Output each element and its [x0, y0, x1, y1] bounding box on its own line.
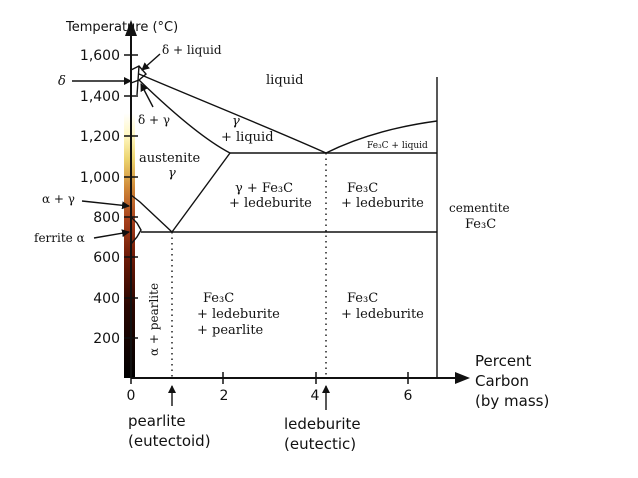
- temperature-color-strip: [124, 90, 135, 378]
- lower-left-ledeburite-label: + ledeburite: [197, 307, 280, 322]
- alpha-pearlite-label: α + pearlite: [147, 283, 161, 356]
- austenite-label: austenite: [139, 151, 200, 166]
- fe3c-upper-label: Fe₃C: [347, 181, 378, 196]
- gamma-fe3c-label: γ + Fe₃C: [235, 181, 293, 196]
- lower-right-ledeburite-label: + ledeburite: [341, 307, 424, 322]
- gamma-liquid-label: γ: [232, 114, 240, 129]
- ledeburite-label: ledeburite: [284, 415, 361, 433]
- fe3c-liquid-label: Fe₃C + liquid: [367, 141, 428, 151]
- y-axis-arrow: [125, 20, 137, 36]
- delta-gamma-pointer-arrow: [140, 83, 154, 108]
- ferrite-alpha-label: ferrite α: [34, 231, 85, 245]
- y-axis-title: Temperature (°C): [65, 20, 178, 35]
- x-axis-title-line: Carbon: [475, 372, 529, 390]
- x-axis-title-line: (by mass): [475, 392, 549, 410]
- x-axis-title-line: Percent: [475, 352, 532, 370]
- y-tick-label: 400: [93, 291, 120, 307]
- cementite-label: cementite: [449, 201, 510, 215]
- x-tick-label: 6: [404, 388, 413, 404]
- y-ticks: [124, 54, 138, 339]
- y-tick-label: 1,000: [80, 170, 120, 186]
- pearlite-label: pearlite: [128, 412, 186, 430]
- y-tick-label: 1,200: [80, 129, 120, 145]
- y-tick-label: 600: [93, 250, 120, 266]
- delta-liquid-label: δ + liquid: [162, 43, 222, 57]
- x-axis-arrow: [455, 372, 470, 384]
- x-tick-label: 2: [220, 388, 229, 404]
- ferrite-pointer-arrow: [93, 229, 130, 239]
- alpha-gamma-pointer-arrow: [81, 200, 130, 210]
- fe3c-lower-left-label: Fe₃C: [203, 291, 234, 306]
- liquid-label: liquid: [266, 73, 304, 88]
- y-tick-label: 1,600: [80, 48, 120, 64]
- x-ticks: [130, 372, 409, 384]
- y-tick-label: 200: [93, 331, 120, 347]
- delta-label: δ: [58, 74, 66, 89]
- austenite-gamma-label: γ: [168, 166, 176, 181]
- alpha-gamma-label: α + γ: [42, 192, 75, 206]
- fe3c-lower-right-label: Fe₃C: [347, 291, 378, 306]
- y-tick-label: 1,400: [80, 89, 120, 105]
- delta-liquid-pointer-arrow: [141, 53, 161, 71]
- gamma-fe3c-ledeburite-label: + ledeburite: [229, 196, 312, 211]
- lower-left-pearlite-label: + pearlite: [197, 323, 264, 338]
- delta-gamma-label: δ + γ: [138, 113, 170, 127]
- gamma-liquid-label: + liquid: [221, 130, 274, 145]
- eutectoid-label: (eutectoid): [128, 432, 211, 450]
- eutectic-label: (eutectic): [284, 435, 356, 453]
- x-tick-label: 4: [311, 388, 320, 404]
- y-tick-label: 800: [93, 210, 120, 226]
- phase-boundaries: [130, 65, 438, 378]
- cementite-fe3c-label: Fe₃C: [465, 217, 496, 232]
- x-tick-label: 0: [127, 388, 136, 404]
- fe3c-ledeburite-upper-label: + ledeburite: [341, 196, 424, 211]
